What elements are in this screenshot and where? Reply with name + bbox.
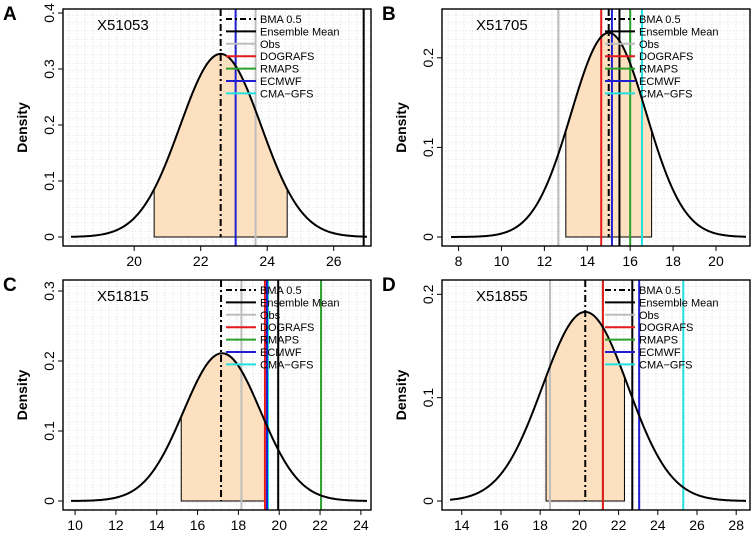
legend-label: BMA 0.5 — [639, 14, 681, 26]
legend-label: RMAPS — [639, 335, 678, 347]
y-axis-label: Density — [393, 370, 409, 421]
y-tick-label: 0.2 — [41, 115, 57, 135]
panel-A: 20 22 24 26 0 0.1 0.2 0.3 0.4 Density A X51053 BMA 0… — [3, 3, 372, 269]
panel-letter: A — [3, 4, 17, 25]
density-curve — [451, 31, 747, 238]
legend-label: DOGRAFS — [639, 51, 693, 63]
panel-C: 10 12 14 16 18 20 22 24 0 0.1 0.2 0.3 Density C X51815… — [3, 275, 372, 533]
station-title: X51815 — [97, 288, 149, 305]
x-tick-label: 20 — [708, 253, 724, 269]
station-title: X51855 — [476, 288, 528, 305]
legend-label: ECMWF — [639, 347, 681, 359]
legend-label: Obs — [639, 39, 660, 51]
y-axis-label: Density — [14, 102, 30, 153]
x-tick-label: 24 — [259, 253, 275, 269]
station-title: X51705 — [476, 17, 528, 34]
y-tick-label: 0.1 — [41, 171, 57, 191]
density-curve — [70, 352, 368, 502]
legend-label: BMA 0.5 — [260, 285, 302, 297]
y-tick-label: 0 — [41, 233, 57, 241]
y-tick-label: 0.1 — [420, 137, 436, 157]
x-tick-label: 16 — [622, 253, 638, 269]
legend-label: BMA 0.5 — [260, 14, 302, 26]
legend-label: CMA−GFS — [260, 88, 313, 100]
x-tick-label: 22 — [312, 517, 328, 533]
legend-label: CMA−GFS — [639, 359, 692, 371]
x-tick-label: 20 — [271, 517, 287, 533]
x-tick-label: 8 — [455, 253, 463, 269]
x-tick-label: 14 — [454, 517, 470, 533]
panel-D: 14 16 18 20 22 24 26 28 0 0.1 0.2 Density D X51855 BMA… — [382, 275, 751, 533]
panel-letter: B — [382, 4, 396, 25]
y-tick-label: 0 — [41, 497, 57, 505]
x-tick-label: 16 — [190, 517, 206, 533]
legend-label: Obs — [260, 310, 281, 322]
y-tick-label: 0.1 — [41, 421, 57, 441]
legend-label: CMA−GFS — [260, 359, 313, 371]
plot-frame — [62, 279, 372, 511]
x-tick-label: 18 — [231, 517, 247, 533]
panel-letter: D — [382, 275, 396, 296]
x-tick-label: 20 — [126, 253, 142, 269]
y-tick-label: 0.2 — [420, 284, 436, 304]
legend-label: DOGRAFS — [639, 322, 693, 334]
legend-label: ECMWF — [260, 76, 302, 88]
legend-label: RMAPS — [639, 64, 678, 76]
legend-label: Ensemble Mean — [260, 297, 340, 309]
legend-label: Obs — [639, 310, 660, 322]
x-tick-label: 12 — [108, 517, 124, 533]
x-tick-label: 22 — [193, 253, 209, 269]
x-tick-label: 28 — [728, 517, 744, 533]
density-curve — [449, 310, 747, 502]
plot-frame — [441, 8, 751, 247]
density-curve — [70, 52, 368, 238]
legend-label: RMAPS — [260, 335, 299, 347]
y-tick-label: 0.1 — [420, 388, 436, 408]
x-tick-label: 24 — [353, 517, 369, 533]
legend-label: ECMWF — [639, 76, 681, 88]
legend-label: CMA−GFS — [639, 88, 692, 100]
x-tick-label: 10 — [67, 517, 83, 533]
legend-label: ECMWF — [260, 347, 302, 359]
x-tick-label: 16 — [493, 517, 509, 533]
x-tick-label: 18 — [532, 517, 548, 533]
x-tick-label: 10 — [494, 253, 510, 269]
legend-label: Ensemble Mean — [260, 26, 340, 38]
y-tick-label: 0.4 — [41, 3, 57, 23]
y-tick-label: 0 — [420, 233, 436, 241]
x-tick-label: 14 — [579, 253, 595, 269]
x-tick-label: 18 — [665, 253, 681, 269]
x-tick-label: 22 — [611, 517, 627, 533]
legend-label: DOGRAFS — [260, 51, 314, 63]
x-tick-label: 24 — [650, 517, 666, 533]
x-tick-label: 14 — [149, 517, 165, 533]
legend-label: Obs — [260, 39, 281, 51]
panel-B: 8 10 12 14 16 18 20 0 0.1 0.2 Density B X51705 BMA 0.… — [382, 4, 751, 269]
y-tick-label: 0.2 — [420, 48, 436, 68]
y-tick-label: 0.2 — [41, 351, 57, 371]
legend-label: Ensemble Mean — [639, 26, 719, 38]
legend-label: BMA 0.5 — [639, 285, 681, 297]
x-tick-label: 26 — [689, 517, 705, 533]
legend-label: DOGRAFS — [260, 322, 314, 334]
x-tick-label: 12 — [537, 253, 553, 269]
station-title: X51053 — [97, 17, 149, 34]
panel-letter: C — [3, 275, 17, 296]
y-axis-label: Density — [393, 102, 409, 153]
legend-label: Ensemble Mean — [639, 297, 719, 309]
plot-frame — [441, 279, 751, 511]
y-tick-label: 0.3 — [41, 281, 57, 301]
y-axis-label: Density — [14, 370, 30, 421]
plot-frame — [62, 8, 372, 247]
y-tick-label: 0.3 — [41, 59, 57, 79]
y-tick-label: 0 — [420, 497, 436, 505]
x-tick-label: 26 — [326, 253, 342, 269]
x-tick-label: 20 — [572, 517, 588, 533]
legend-label: RMAPS — [260, 64, 299, 76]
